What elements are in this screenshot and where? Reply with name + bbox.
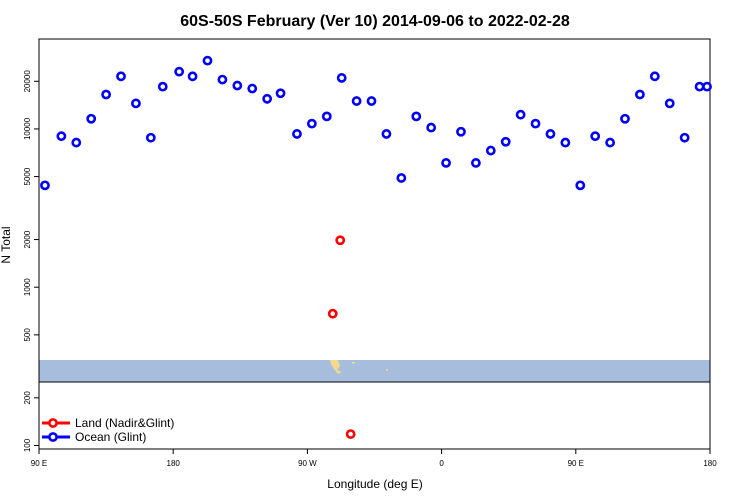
ocean-point [515, 109, 526, 120]
ocean-point [456, 126, 466, 137]
ocean-point [381, 129, 392, 139]
x-axis-label: Longitude (deg E) [327, 477, 422, 491]
ocean-point [500, 136, 511, 147]
legend: Land (Nadir&Glint)Ocean (Glint) [42, 416, 174, 444]
y-tick-label: 10000 [23, 117, 32, 140]
land-point [345, 429, 356, 439]
ocean-point [86, 113, 97, 124]
ocean-point [575, 180, 586, 191]
map-ocean-band [39, 360, 710, 382]
ocean-point [441, 158, 451, 168]
chart-title: 60S-50S February (Ver 10) 2014-09-06 to … [180, 13, 570, 30]
ocean-point [174, 66, 185, 77]
ocean-point [101, 89, 111, 100]
ocean-point [157, 81, 168, 92]
ocean-point [411, 111, 422, 122]
x-tick-label: 180 [167, 459, 181, 468]
ocean-point [262, 93, 273, 104]
ocean-point [145, 132, 156, 143]
land-point [327, 308, 338, 319]
ocean-point [470, 158, 481, 168]
legend-entry: Ocean (Glint) [75, 430, 146, 444]
ocean-point [702, 81, 712, 92]
land-point [335, 235, 346, 246]
ocean-point [649, 71, 660, 82]
y-tick-label: 2000 [23, 230, 32, 248]
map-land-south-america [330, 360, 342, 374]
ocean-point [426, 122, 437, 133]
ocean-point [56, 131, 67, 142]
x-tick-label: 90 E [31, 459, 47, 468]
data-points [40, 55, 712, 439]
ocean-point [71, 137, 82, 148]
ocean-point [321, 111, 332, 122]
x-tick-label: 180 [703, 459, 717, 468]
ocean-point [366, 96, 377, 106]
y-tick-label: 200 [23, 391, 32, 405]
ocean-point [590, 131, 601, 142]
map-land-islands [352, 362, 355, 364]
ocean-point [664, 98, 675, 109]
ocean-point [292, 129, 302, 139]
ocean-point [679, 132, 690, 143]
legend-marker [48, 418, 58, 428]
ocean-point [351, 96, 362, 106]
ocean-point [605, 137, 615, 148]
y-tick-label: 5000 [23, 167, 32, 185]
ocean-point [202, 55, 213, 66]
map-land-island [386, 369, 388, 371]
legend-entry: Land (Nadir&Glint) [75, 416, 174, 430]
ocean-point [187, 71, 198, 82]
legend-marker [48, 432, 58, 442]
ocean-point [635, 89, 645, 100]
y-tick-label: 100 [23, 438, 32, 452]
ocean-point [217, 74, 228, 85]
ocean-point [131, 98, 141, 109]
y-axis-label: N Total [0, 226, 13, 263]
x-tick-label: 0 [439, 459, 444, 468]
ocean-point [247, 83, 258, 94]
y-tick-label: 500 [23, 328, 32, 342]
ocean-point [275, 88, 286, 99]
y-tick-label: 20000 [23, 70, 32, 93]
y-axis: 100 200 500 1000 2000 5000 10000 20000 [23, 70, 39, 452]
map-band [39, 360, 710, 383]
ocean-point [530, 118, 541, 129]
ocean-point [694, 81, 705, 92]
plot-frame [38, 38, 711, 450]
ocean-point [116, 71, 126, 82]
ocean-point [336, 73, 347, 83]
ocean-point [560, 137, 571, 148]
x-axis: 90 E 180 90 W 0 90 E 180 [31, 449, 717, 468]
ocean-point [232, 80, 243, 91]
ocean-point [40, 180, 50, 191]
x-tick-label: 90 E [568, 459, 584, 468]
x-tick-label: 90 W [298, 459, 317, 468]
ocean-point [545, 129, 556, 139]
ocean-point [620, 113, 630, 124]
ocean-point [396, 173, 407, 183]
y-tick-label: 1000 [23, 278, 32, 296]
ocean-point [306, 118, 317, 129]
ocean-point [485, 145, 496, 156]
